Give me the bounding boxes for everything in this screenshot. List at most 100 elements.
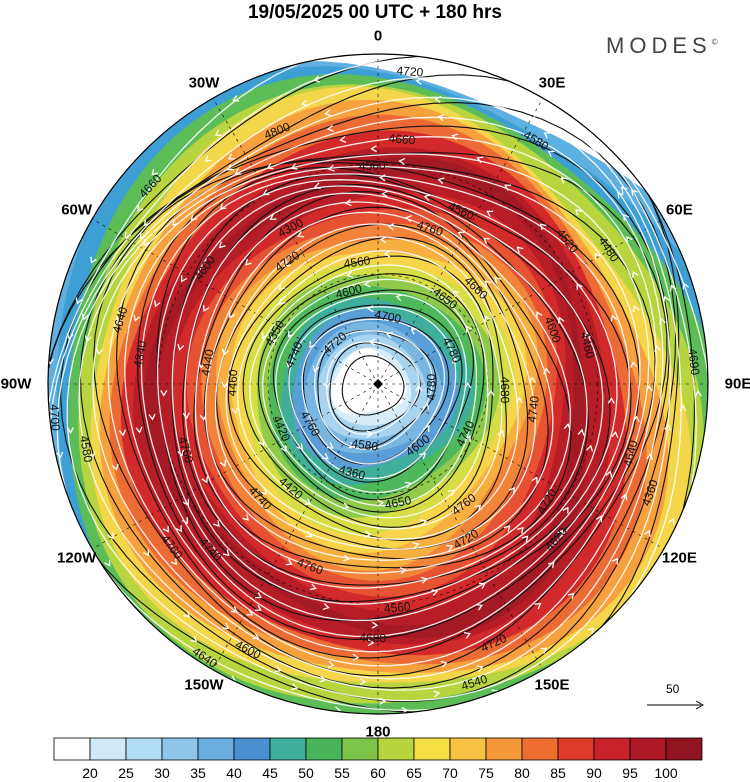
- streamline-arrow: [181, 275, 188, 283]
- streamline-arrow: [504, 184, 512, 191]
- streamline-arrow: [327, 660, 335, 668]
- longitude-label: 60E: [666, 201, 693, 219]
- streamline-arrow: [95, 348, 103, 356]
- streamline-arrow: [539, 223, 547, 231]
- streamline-arrow: [116, 318, 124, 326]
- streamline-arrow: [497, 429, 505, 437]
- colorbar-tick-label: 90: [586, 765, 602, 781]
- streamline-arrow: [104, 559, 111, 567]
- height-contour: [182, 184, 589, 586]
- longitude-label: 120W: [57, 549, 97, 567]
- streamline-arrow: [364, 530, 372, 538]
- streamline-arrow: [285, 558, 293, 566]
- streamline-arrow: [370, 145, 377, 153]
- contour-label: 4740: [525, 395, 542, 423]
- streamline-arrow: [221, 348, 229, 356]
- streamline: [92, 136, 657, 680]
- streamline: [107, 153, 650, 667]
- height-contour: [329, 342, 421, 432]
- streamline: [275, 292, 467, 494]
- longitude-label: 150E: [534, 676, 570, 694]
- streamline-arrow: [270, 336, 278, 344]
- height-contour: [136, 162, 640, 640]
- streamline-arrow: [632, 305, 640, 313]
- colorbar-swatch: [449, 737, 487, 761]
- colorbar-swatch: [593, 737, 631, 761]
- streamline-arrow: [645, 385, 653, 392]
- streamline-arrow: [412, 541, 420, 549]
- height-contour: [79, 125, 670, 689]
- streamline-arrow: [84, 335, 92, 343]
- contour-label: 4690: [685, 348, 702, 376]
- streamline-arrow: [423, 194, 431, 202]
- streamline-arrow: [404, 215, 412, 223]
- contour-label: 4640: [621, 439, 641, 468]
- streamline-arrow: [323, 382, 331, 390]
- streamline-arrow: [547, 561, 555, 569]
- longitude-label: 90E: [724, 375, 750, 393]
- streamline-arrow: [557, 316, 565, 324]
- streamline-arrow: [255, 592, 263, 599]
- map-title: 19/05/2025 00 UTC + 180 hrs: [247, 2, 503, 23]
- streamline-arrow: [287, 330, 295, 338]
- colorbar-tick-label: 35: [190, 765, 206, 781]
- colorbar-swatch: [269, 737, 307, 761]
- longitude-label: 120E: [661, 549, 697, 567]
- streamline-arrow: [484, 315, 491, 323]
- streamline: [171, 185, 604, 605]
- copyright-mark: ©: [711, 37, 718, 47]
- longitude-label: 30W: [188, 74, 220, 92]
- colorbar-tick-label: 20: [82, 765, 98, 781]
- streamline-arrow: [531, 476, 538, 484]
- streamline-arrow: [258, 439, 265, 447]
- streamline-arrow: [626, 236, 633, 243]
- streamline-arrow: [605, 470, 613, 478]
- streamline-arrow: [422, 402, 430, 410]
- streamline-arrow: [261, 332, 269, 340]
- streamline-arrow: [410, 328, 418, 335]
- streamline-arrow: [494, 276, 502, 284]
- streamline-arrow: [577, 428, 585, 436]
- streamline-arrow: [694, 389, 702, 397]
- streamline-arrow: [346, 271, 354, 278]
- streamline: [66, 96, 672, 702]
- colorbar-tick-label: 45: [262, 765, 278, 781]
- streamline-arrow: [342, 502, 350, 510]
- meridian-line: [377, 98, 544, 385]
- streamline-arrow: [118, 429, 127, 437]
- streamline-arrow: [230, 606, 238, 613]
- streamline-arrow: [679, 404, 687, 412]
- contour-label: 4600: [334, 281, 364, 301]
- streamline-arrow: [431, 589, 439, 596]
- streamline-arrow: [181, 517, 189, 525]
- streamline-arrow: [199, 413, 207, 421]
- streamline-arrow: [584, 332, 591, 340]
- colorbar-tick-label: 30: [154, 765, 170, 781]
- colorbar-tick-label: 70: [442, 765, 458, 781]
- streamline-arrow: [201, 476, 208, 484]
- streamline-arrow: [90, 256, 97, 264]
- contour-label: 4560: [359, 158, 386, 173]
- colorbar-swatch: [197, 737, 235, 761]
- streamline-arrow: [433, 690, 441, 698]
- streamline-arrow: [148, 413, 156, 421]
- streamline-arrow: [214, 129, 222, 136]
- colorbar-swatch: [341, 737, 379, 761]
- streamline: [124, 165, 641, 653]
- height-contour: [227, 236, 507, 542]
- height-contour: [317, 329, 437, 449]
- streamline-arrow: [452, 356, 459, 364]
- colorbar-swatch: [521, 737, 559, 761]
- streamline-arrow: [244, 258, 252, 266]
- streamline: [262, 278, 478, 507]
- streamline-arrow: [175, 525, 182, 533]
- streamline-arrow: [644, 529, 651, 537]
- contour-label: 4560: [343, 253, 372, 271]
- contour-label: 4440: [198, 348, 216, 377]
- colorbar-tick-label: 40: [226, 765, 242, 781]
- streamline-arrow: [222, 622, 230, 630]
- streamline-arrow: [434, 96, 442, 104]
- colorbar-tick-label: 85: [550, 765, 566, 781]
- colorbar-swatch: [161, 737, 199, 761]
